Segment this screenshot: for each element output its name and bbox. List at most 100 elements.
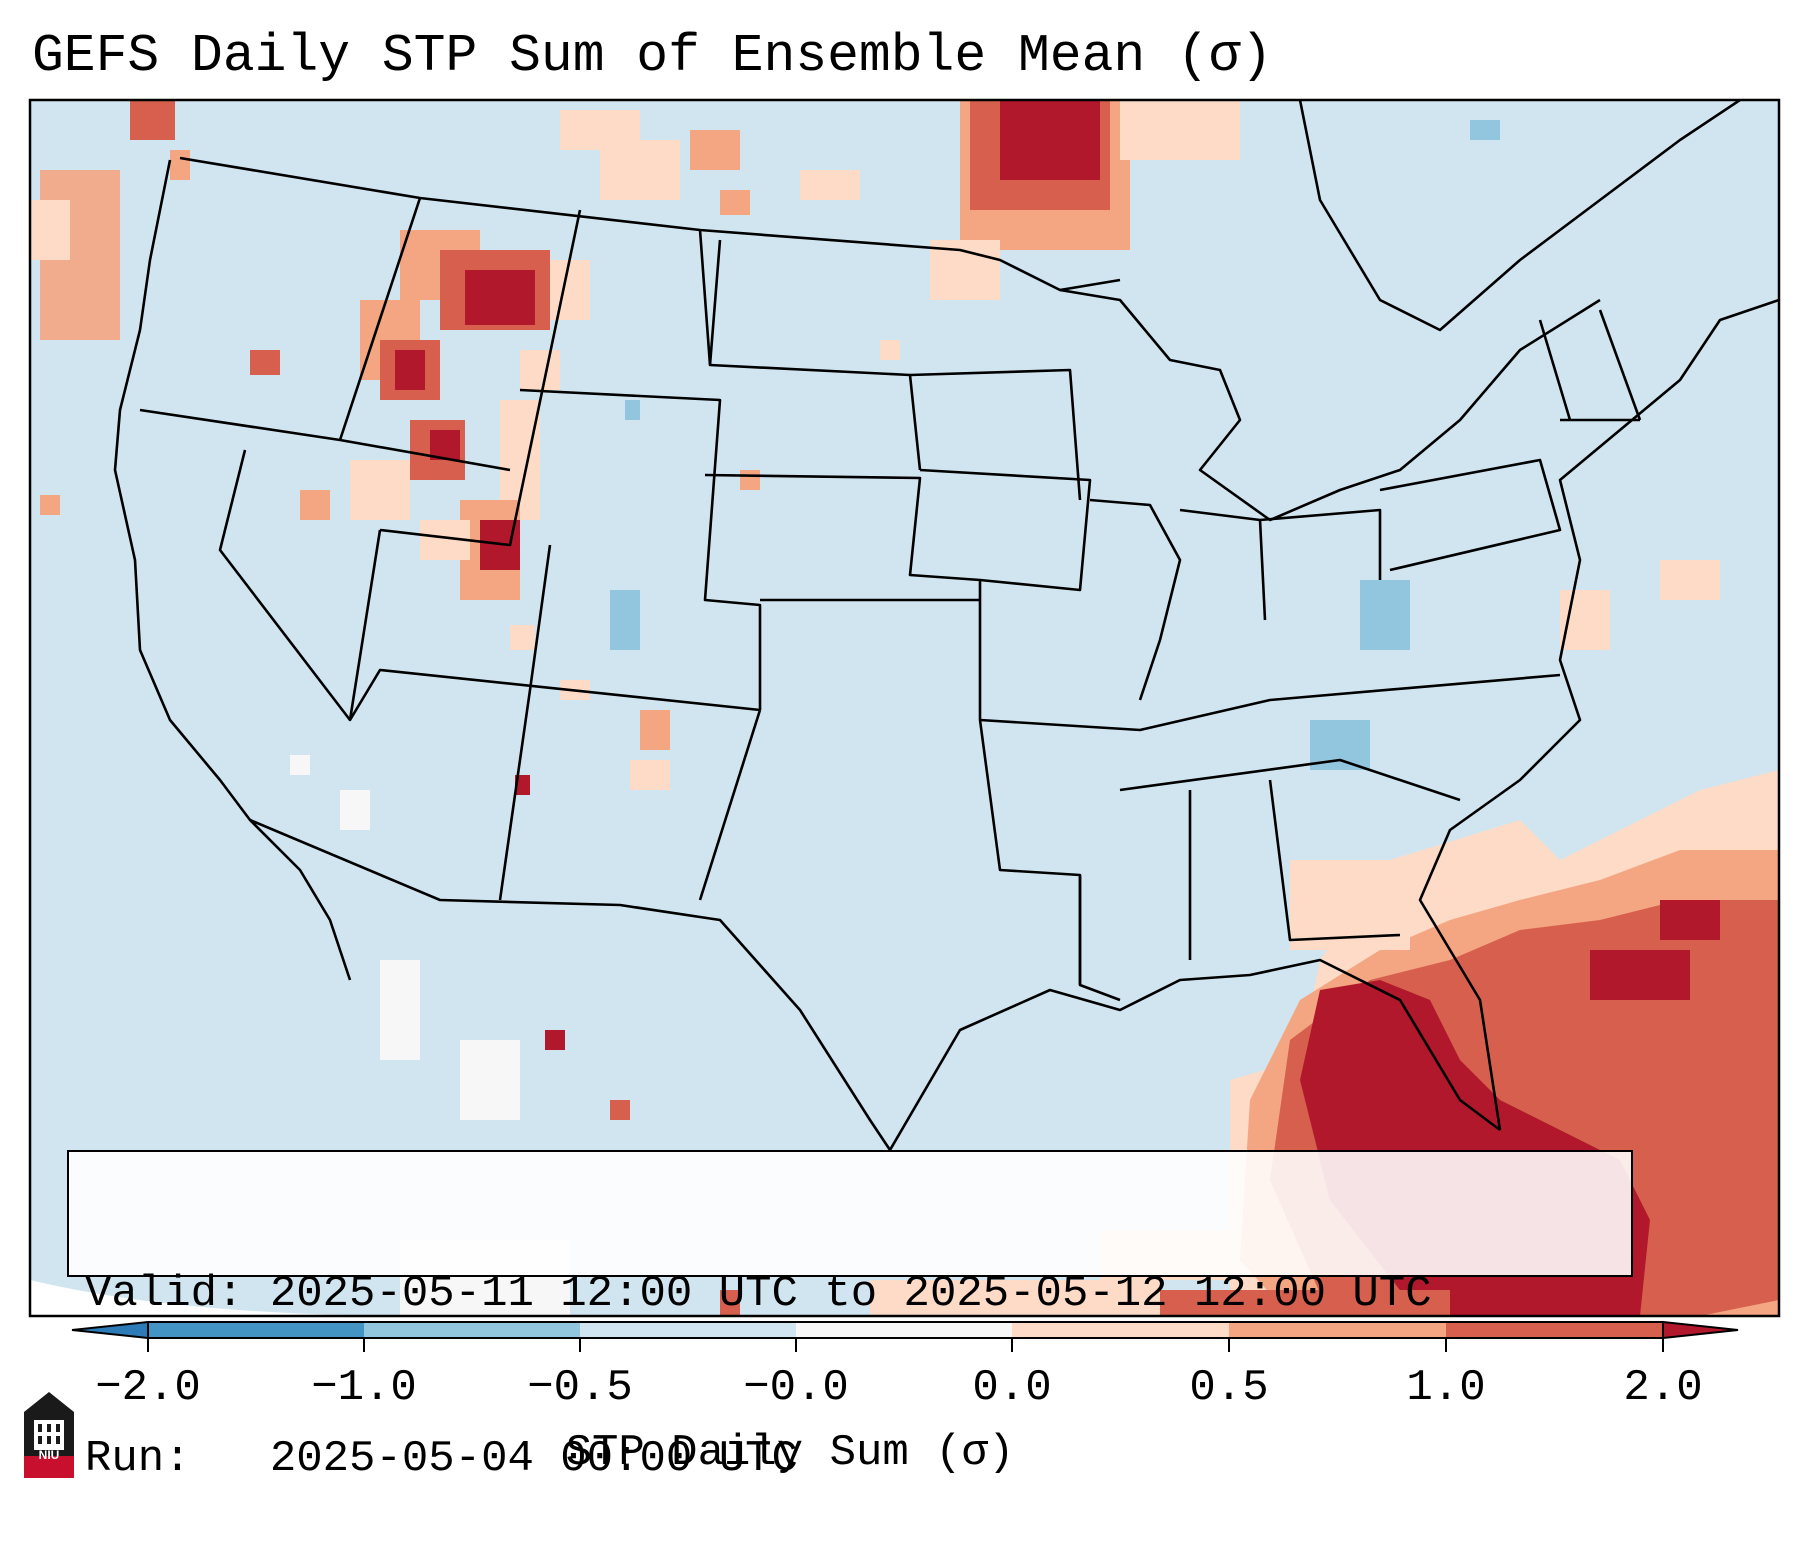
chart-title: GEFS Daily STP Sum of Ensemble Mean (σ) bbox=[32, 26, 1273, 86]
colorbar-extend-high bbox=[1662, 1320, 1739, 1340]
map-frame bbox=[28, 98, 1781, 1318]
colorbar-bin-5 bbox=[1012, 1322, 1229, 1338]
anomaly-cell bbox=[690, 130, 740, 170]
anomaly-cell bbox=[1120, 100, 1240, 160]
run-time-text: Run: 2025-05-04 00:00 UTC bbox=[85, 1434, 798, 1484]
colorbar-bin-6 bbox=[1229, 1322, 1446, 1338]
state-line bbox=[1089, 498, 1182, 701]
colorbar-tick-label: −1.0 bbox=[311, 1363, 417, 1413]
state-line bbox=[338, 197, 422, 441]
anomaly-cell bbox=[720, 190, 750, 215]
anomaly-cell bbox=[460, 1040, 520, 1120]
anomaly-cell bbox=[870, 1280, 1160, 1316]
anomaly-cell bbox=[600, 140, 680, 200]
anomaly-cell bbox=[545, 1030, 565, 1050]
us-mexico-border bbox=[249, 818, 892, 1151]
state-line bbox=[348, 529, 761, 722]
colorbar-bin-4 bbox=[796, 1322, 1012, 1338]
colorbar-bin-1 bbox=[148, 1322, 364, 1338]
anomaly-cell bbox=[465, 270, 535, 325]
state-line bbox=[1598, 309, 1642, 421]
colorbar bbox=[71, 1320, 1739, 1352]
state-line bbox=[1538, 319, 1572, 421]
anomaly-cell bbox=[640, 710, 670, 750]
anomaly-cell bbox=[610, 1100, 630, 1120]
west-coast-outline bbox=[113, 159, 352, 981]
state-line bbox=[698, 709, 762, 901]
anomaly-cell bbox=[1650, 1220, 1779, 1290]
anomaly-cell bbox=[550, 260, 590, 320]
anomaly-cell bbox=[625, 400, 640, 420]
anomaly-cell bbox=[1660, 560, 1720, 600]
gulf-coast-outline bbox=[888, 958, 1501, 1151]
anomaly-cell bbox=[880, 340, 900, 360]
anomaly-cell bbox=[1470, 120, 1500, 140]
niu-logo: NIU bbox=[20, 1390, 78, 1485]
anomaly-cell bbox=[300, 490, 330, 520]
anomaly-cell bbox=[250, 350, 280, 375]
state-line bbox=[1268, 779, 1401, 942]
anomaly-cell bbox=[1590, 950, 1690, 1000]
anomaly-cell bbox=[350, 460, 410, 520]
anomaly-cell bbox=[290, 755, 310, 775]
state-line bbox=[379, 209, 582, 547]
state-line bbox=[139, 408, 511, 472]
colorbar-bin-2 bbox=[364, 1322, 580, 1338]
state-line bbox=[1259, 508, 1382, 580]
colorbar-tick-label: 2.0 bbox=[1623, 1363, 1703, 1413]
state-line bbox=[704, 473, 982, 720]
colorbar-tick-label: 0.0 bbox=[972, 1363, 1052, 1413]
anomaly-cell bbox=[170, 150, 190, 180]
state-line bbox=[979, 673, 1561, 732]
anomaly-cell bbox=[380, 960, 420, 1060]
anomaly-cell bbox=[1660, 900, 1720, 940]
colorbar-label: STP Daily Sum (σ) bbox=[565, 1428, 1015, 1478]
anomaly-cell bbox=[800, 170, 860, 200]
anomaly-cell bbox=[340, 790, 370, 830]
anomaly-cell bbox=[1360, 580, 1410, 650]
state-line bbox=[519, 388, 762, 710]
colorbar-bin-7 bbox=[1446, 1322, 1663, 1338]
anomaly-cell bbox=[30, 200, 70, 260]
state-line bbox=[1078, 875, 1121, 1002]
anomaly-cell bbox=[40, 495, 60, 515]
state-line bbox=[708, 239, 922, 471]
anomaly-cell bbox=[515, 775, 530, 795]
anomaly-cell bbox=[395, 350, 425, 390]
anomaly-cell bbox=[720, 1290, 740, 1316]
map-corner-bottom-left bbox=[30, 1280, 420, 1316]
niu-castle-icon bbox=[24, 1392, 74, 1478]
state-line bbox=[218, 449, 352, 721]
anomaly-cell bbox=[510, 625, 535, 650]
state-line bbox=[919, 468, 1092, 592]
colorbar-tick-label: 1.0 bbox=[1406, 1363, 1486, 1413]
anomaly-field-negative bbox=[610, 120, 1500, 770]
colorbar-tick-label: −2.0 bbox=[95, 1363, 201, 1413]
state-line bbox=[498, 544, 552, 901]
anomaly-cell bbox=[610, 590, 640, 650]
anomaly-field-north-central bbox=[800, 100, 1240, 300]
anomaly-cell bbox=[740, 470, 760, 490]
boundaries bbox=[113, 100, 1779, 1151]
state-line bbox=[698, 229, 712, 366]
state-line bbox=[1379, 458, 1562, 572]
colorbar-bin-3 bbox=[580, 1322, 796, 1338]
anomaly-cell bbox=[130, 100, 175, 140]
great-lakes-outline bbox=[1059, 288, 1601, 522]
state-line bbox=[909, 368, 1082, 501]
canada-outline bbox=[1298, 100, 1741, 332]
anomaly-cell bbox=[1000, 100, 1100, 180]
anomaly-field-northwest bbox=[30, 100, 750, 600]
colorbar-ticks bbox=[147, 1338, 1664, 1352]
colorbar-frame bbox=[147, 1321, 1664, 1339]
anomaly-cell bbox=[630, 760, 670, 790]
colorbar-extend-low bbox=[71, 1320, 149, 1340]
valid-time-text: Valid: 2025-05-11 12:00 UTC to 2025-05-1… bbox=[85, 1269, 1432, 1319]
colorbar-tick-label: −0.5 bbox=[527, 1363, 633, 1413]
colorbar-tick-label: −0.0 bbox=[743, 1363, 849, 1413]
anomaly-cell bbox=[430, 430, 460, 460]
state-line bbox=[1119, 758, 1461, 802]
east-coast-outline bbox=[1418, 298, 1779, 1131]
validity-info-box: Valid: 2025-05-11 12:00 UTC to 2025-05-1… bbox=[67, 1150, 1633, 1484]
colorbar-tick-label: 0.5 bbox=[1189, 1363, 1269, 1413]
